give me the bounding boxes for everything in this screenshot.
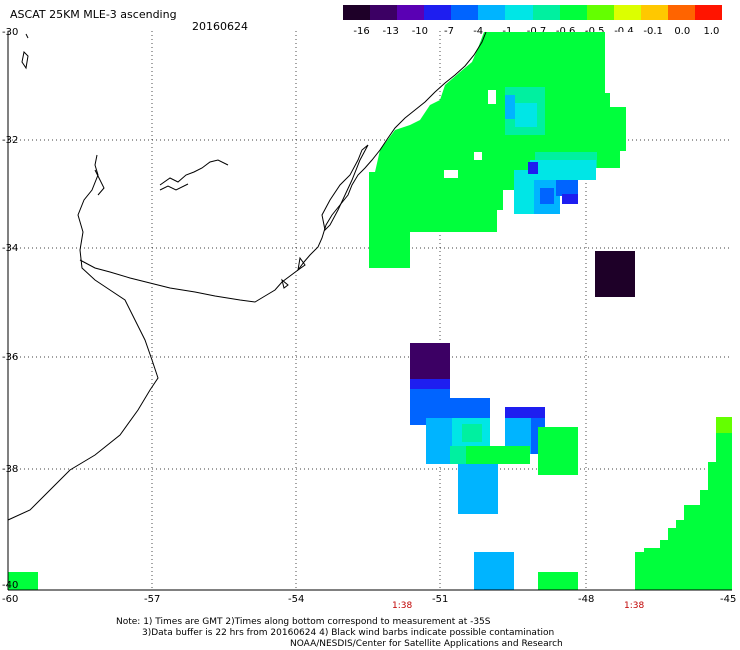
- colorbar-swatch: [667, 5, 696, 20]
- colorbar-swatch: [532, 5, 561, 20]
- data-region-north: [369, 32, 626, 268]
- colorbar-label: -7: [444, 26, 455, 37]
- colorbar-swatch: [559, 5, 588, 20]
- colorbar-swatch: [343, 5, 371, 20]
- colorbar-swatch: [424, 5, 452, 20]
- colorbar-label: -10: [411, 26, 429, 37]
- colorbar-swatch: [451, 5, 479, 20]
- colorbar-swatch: [586, 5, 615, 20]
- lat-label-36: -36: [2, 352, 19, 363]
- note-line-2: 3)Data buffer is 22 hrs from 20160624 4)…: [142, 628, 555, 638]
- data-region-southeast: [635, 417, 732, 590]
- time-label-2: 1:38: [624, 601, 645, 611]
- lon-label-54: -54: [288, 594, 305, 605]
- colorbar-swatch: [370, 5, 398, 20]
- colorbar-label: -4: [473, 26, 484, 37]
- lon-label-51: -51: [432, 594, 449, 605]
- colorbar-label: -0.4: [614, 26, 634, 37]
- time-label-1: 1:38: [392, 601, 413, 611]
- wind-data-cells: [8, 32, 732, 590]
- coastline: [7, 31, 487, 521]
- colorbar-label: -1: [502, 26, 513, 37]
- colorbar-label: -16: [353, 26, 370, 37]
- colorbar-label: -0.7: [526, 26, 547, 37]
- colorbar-label: -0.5: [585, 26, 605, 37]
- colorbar-swatch: [613, 5, 642, 20]
- lat-label-40: -40: [2, 580, 19, 591]
- note-line-3: NOAA/NESDIS/Center for Satellite Applica…: [290, 639, 563, 649]
- colorbar-swatch: [397, 5, 425, 20]
- lat-label-34: -34: [2, 243, 19, 254]
- colorbar-swatch: [694, 5, 723, 20]
- colorbar-label: 0.0: [674, 26, 691, 37]
- product-date: 20160624: [192, 20, 248, 33]
- lat-label-30: -30: [2, 27, 19, 38]
- graticule: [8, 31, 732, 590]
- colorbar-label: 1.0: [703, 26, 720, 37]
- lon-label-45: -45: [720, 594, 737, 605]
- lat-label-38: -38: [2, 464, 19, 475]
- colorbar-swatch: [505, 5, 533, 20]
- product-title: ASCAT 25KM MLE-3 ascending: [10, 8, 177, 21]
- note-line-1: Note: 1) Times are GMT 2)Times along bot…: [116, 617, 491, 627]
- axis-ticks: [7, 31, 732, 591]
- colorbar-swatch: [478, 5, 506, 20]
- colorbar-label: -13: [382, 26, 399, 37]
- lat-label-32: -32: [2, 135, 19, 146]
- lon-label-57: -57: [144, 594, 161, 605]
- colorbar-label: -0.6: [555, 26, 576, 37]
- colorbar-label: -0.1: [643, 26, 663, 37]
- colorbar-swatch: [640, 5, 669, 20]
- lon-label-60: -60: [2, 594, 19, 605]
- lon-label-48: -48: [578, 594, 595, 605]
